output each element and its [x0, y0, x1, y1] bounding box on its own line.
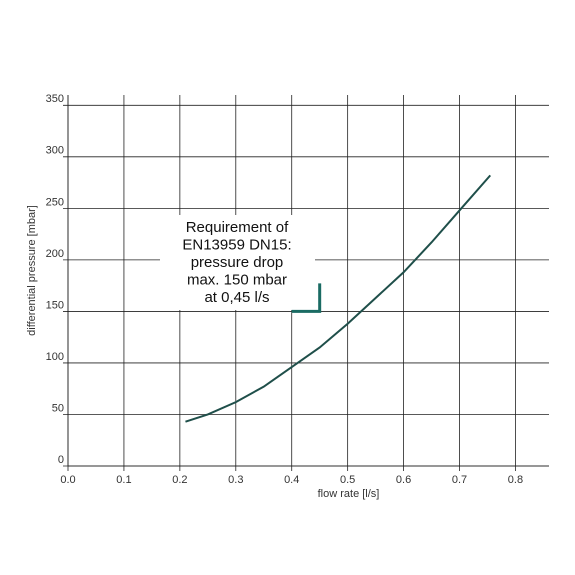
- x-tick-label: 0.2: [172, 474, 187, 486]
- y-tick-label: 200: [46, 248, 64, 260]
- x-axis-label: flow rate [l/s]: [318, 488, 380, 500]
- x-tick-label: 0.6: [396, 474, 411, 486]
- y-tick-label: 250: [46, 196, 64, 208]
- annotation-text: EN13959 DN15:: [182, 236, 291, 253]
- requirement-marker: [291, 283, 322, 313]
- y-tick-label: 50: [52, 402, 64, 414]
- data-line: [185, 174, 492, 423]
- x-tick-label: 0.5: [340, 474, 355, 486]
- x-tick-label: 0.4: [284, 474, 299, 486]
- x-tick-label: 0.8: [508, 474, 523, 486]
- x-tick-label: 0.1: [116, 474, 131, 486]
- x-tick-label: 0.7: [452, 474, 467, 486]
- y-tick-label: 0: [58, 454, 64, 466]
- annotation-text: Requirement of: [186, 219, 289, 236]
- annotation-text: pressure drop: [191, 254, 284, 271]
- y-tick-label: 100: [46, 351, 64, 363]
- annotation-text: at 0,45 l/s: [204, 289, 269, 306]
- annotation-text: max. 150 mbar: [187, 271, 287, 288]
- x-tick-label: 0.3: [228, 474, 243, 486]
- y-tick-label: 150: [46, 299, 64, 311]
- annotation-background: [160, 215, 315, 310]
- y-axis-label: differential pressure [mbar]: [26, 205, 38, 336]
- x-tick-label: 0.0: [60, 474, 75, 486]
- y-tick-label: 350: [46, 93, 64, 105]
- y-tick-label: 300: [46, 145, 64, 157]
